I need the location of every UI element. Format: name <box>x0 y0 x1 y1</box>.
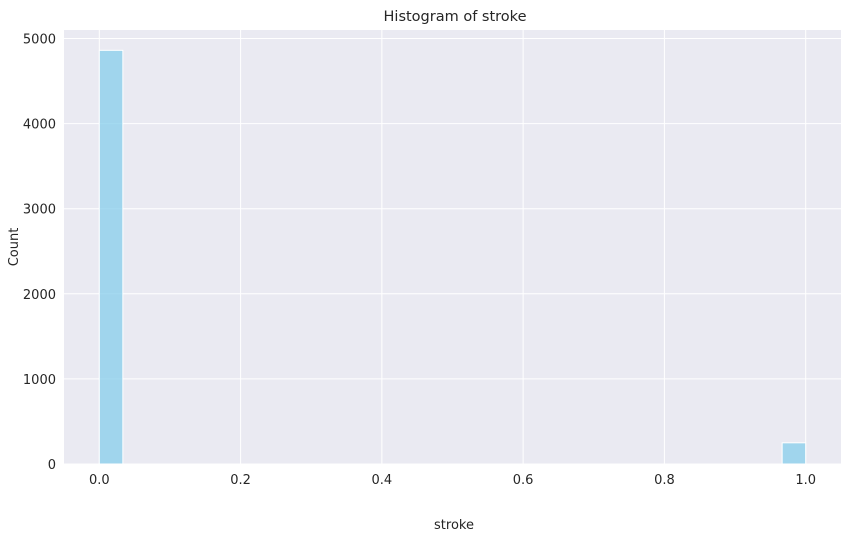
x-tick-label: 0.0 <box>89 473 110 488</box>
histogram-bar <box>781 442 807 465</box>
y-tick-labels: 0 1000 2000 3000 4000 5000 <box>23 33 56 473</box>
histogram-bar <box>98 49 124 465</box>
y-tick-label: 4000 <box>23 118 56 133</box>
bars <box>98 49 807 465</box>
grid-lines <box>64 30 841 465</box>
x-tick-labels: 0.0 0.2 0.4 0.6 0.8 1.0 <box>89 473 816 488</box>
y-tick-label: 1000 <box>23 373 56 388</box>
y-tick-label: 3000 <box>23 203 56 218</box>
x-tick-label: 0.4 <box>372 473 393 488</box>
y-tick-label: 5000 <box>23 33 56 48</box>
y-tick-label: 0 <box>48 458 56 473</box>
y-axis-label: Count <box>7 228 22 267</box>
y-tick-label: 2000 <box>23 288 56 303</box>
plot-area <box>64 30 841 464</box>
x-axis-label: stroke <box>434 518 474 533</box>
chart-title: Histogram of stroke <box>384 9 527 25</box>
x-tick-label: 0.2 <box>230 473 251 488</box>
x-tick-label: 0.6 <box>513 473 534 488</box>
x-tick-label: 0.8 <box>654 473 675 488</box>
x-tick-label: 1.0 <box>795 473 816 488</box>
